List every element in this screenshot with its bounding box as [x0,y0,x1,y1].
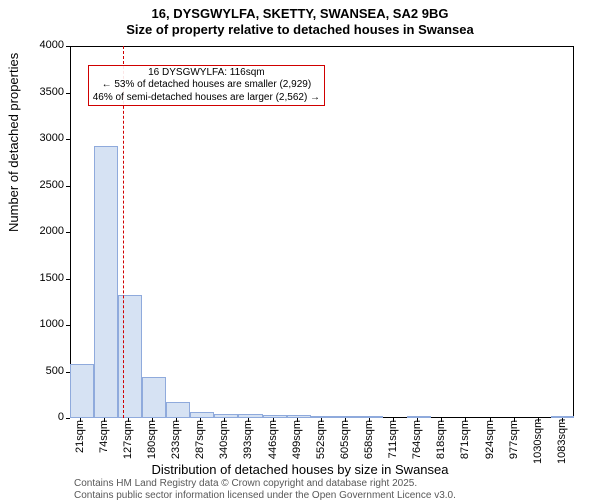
footer-copyright-1: Contains HM Land Registry data © Crown c… [74,478,417,489]
ytick-label: 1500 [28,272,64,284]
histogram-bar [70,364,94,418]
plot-area: 0500100015002000250030003500400021sqm74s… [70,46,574,418]
xtick-label: 924sqm [484,420,496,464]
histogram-bar [214,414,238,418]
histogram-bar [359,416,383,418]
ytick-mark [66,46,70,47]
xtick-label: 711sqm [387,420,399,464]
ytick-label: 0 [28,411,64,423]
xtick-label: 1083sqm [556,420,568,464]
ytick-label: 500 [28,365,64,377]
histogram-bar [142,377,166,418]
chart-title-2: Size of property relative to detached ho… [0,22,600,37]
histogram-bar [94,146,118,418]
xtick-label: 605sqm [339,420,351,464]
histogram-bar [238,414,262,418]
ytick-label: 4000 [28,39,64,51]
annotation-box: 16 DYSGWYLFA: 116sqm← 53% of detached ho… [88,65,325,107]
xtick-label: 446sqm [267,420,279,464]
y-axis-label: Number of detached properties [6,53,21,232]
ytick-label: 3500 [28,86,64,98]
x-axis-label: Distribution of detached houses by size … [0,462,600,477]
histogram-bar [407,416,431,418]
xtick-label: 552sqm [315,420,327,464]
ytick-label: 1000 [28,318,64,330]
xtick-label: 287sqm [194,420,206,464]
ytick-mark [66,139,70,140]
xtick-label: 1030sqm [532,420,544,464]
xtick-label: 871sqm [459,420,471,464]
ytick-mark [66,279,70,280]
annotation-line: 16 DYSGWYLFA: 116sqm [93,67,320,80]
histogram-bar [311,416,335,418]
xtick-label: 818sqm [435,420,447,464]
histogram-bar [551,416,574,418]
xtick-label: 658sqm [363,420,375,464]
ytick-mark [66,93,70,94]
xtick-label: 127sqm [122,420,134,464]
histogram-bar [335,416,359,418]
annotation-line: ← 53% of detached houses are smaller (2,… [93,79,320,92]
xtick-label: 21sqm [74,420,86,464]
chart-title-1: 16, DYSGWYLFA, SKETTY, SWANSEA, SA2 9BG [0,6,600,21]
xtick-label: 233sqm [170,420,182,464]
xtick-label: 393sqm [242,420,254,464]
axis-spine-left [70,46,71,418]
axis-spine-top [70,46,574,47]
xtick-label: 977sqm [508,420,520,464]
histogram-bar [190,412,214,419]
ytick-mark [66,418,70,419]
axis-spine-right [573,46,574,418]
xtick-label: 180sqm [146,420,158,464]
ytick-label: 2500 [28,179,64,191]
ytick-mark [66,186,70,187]
footer-copyright-2: Contains public sector information licen… [74,490,456,501]
xtick-label: 340sqm [218,420,230,464]
histogram-bar [287,415,311,418]
ytick-label: 3000 [28,132,64,144]
xtick-label: 74sqm [98,420,110,464]
ytick-mark [66,232,70,233]
histogram-bar [166,402,190,418]
annotation-line: 46% of semi-detached houses are larger (… [93,92,320,105]
ytick-label: 2000 [28,225,64,237]
xtick-label: 764sqm [411,420,423,464]
ytick-mark [66,325,70,326]
histogram-bar [263,415,287,418]
xtick-label: 499sqm [291,420,303,464]
